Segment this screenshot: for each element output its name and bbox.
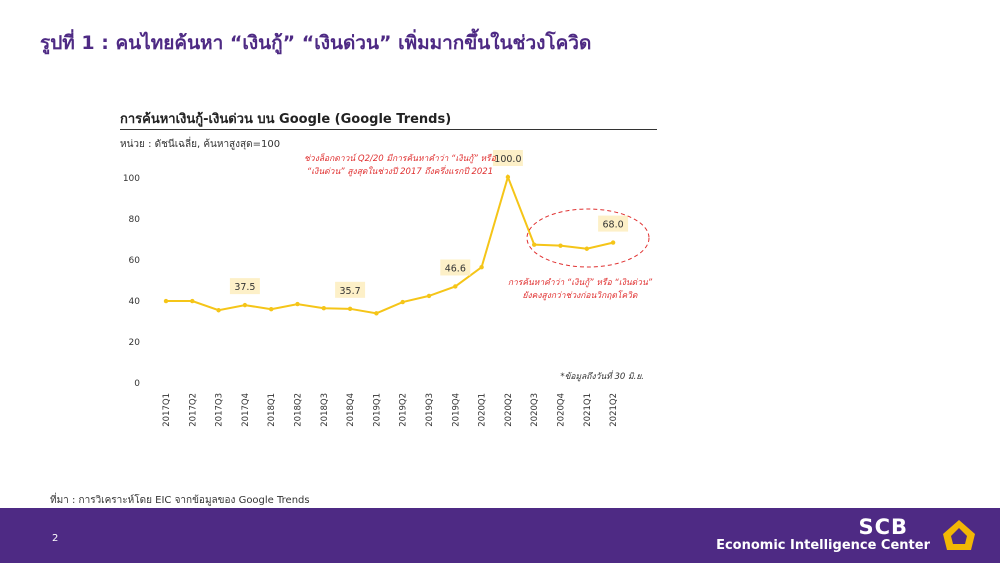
annotation-text: ช่วงล็อกดาวน์ Q2/20 มีการค้นหาคำว่า “เงิ… [304,153,497,164]
y-tick-label: 20 [129,338,141,348]
y-tick-label: 100 [123,174,140,184]
page-number: 2 [52,533,59,544]
data-point [610,240,616,245]
annotation-text: *ข้อมูลถึงวันที่ 30 มิ.ย. [560,370,644,382]
data-point [163,298,169,304]
data-point [374,311,379,316]
data-label-bg [598,215,629,232]
x-tick-label: 2019Q1 [372,393,382,427]
x-tick-label: 2021Q1 [583,393,593,427]
x-tick-label: 2017Q4 [241,393,251,427]
x-tick-label: 2018Q2 [294,393,304,427]
x-tick-label: 2021Q2 [609,393,619,427]
source-note: ที่มา : การวิเคราะห์โดย EIC จากข้อมูลของ… [50,495,310,506]
series-line [166,173,614,315]
annotation-text: “เงินด่วน” สูงสุดในช่วงปี 2017 ถึงครึ่งแ… [307,165,493,177]
data-label-bg [335,281,366,298]
data-point [216,308,221,313]
data-label-bg [229,278,260,295]
data-label: 68.0 [603,220,624,231]
x-tick-label: 2020Q3 [530,393,540,427]
x-tick-label: 2018Q4 [346,393,356,427]
chart-title: การค้นหาเงินกู้-เงินด่วน บน Google (Goog… [120,112,452,127]
x-tick-label: 2018Q3 [320,393,330,427]
scb-logo-icon [943,520,975,550]
x-tick-label: 2020Q1 [478,393,488,427]
data-point [584,246,589,251]
x-tick-label: 2018Q1 [267,393,277,427]
x-tick-label: 2017Q1 [162,393,172,427]
data-label: 35.7 [340,286,361,297]
data-point [505,174,511,180]
data-point [479,265,484,270]
data-point [295,301,300,307]
unit-label: หน่วย : ดัชนีเฉลี่ย, ค้นหาสูงสุด=100 [120,139,281,150]
data-label-bg [492,150,523,166]
data-label: 46.6 [445,263,466,274]
brand-name: SCB [858,515,908,539]
chart-title-rule [120,129,657,130]
y-tick-label: 80 [129,215,141,225]
data-point [558,243,563,248]
annotation-text: การค้นหาคำว่า “เงินกู้” หรือ “เงินด่วน” [508,277,653,288]
x-tick-label: 2019Q2 [399,393,409,427]
y-tick-label: 60 [129,256,141,266]
data-label: 100.0 [494,154,521,165]
y-tick-label: 0 [134,379,140,389]
data-point [321,306,326,311]
highlight-ellipse [526,208,650,268]
slide-title: รูปที่ 1 : คนไทยค้นหา “เงินกู้” “เงินด่ว… [40,32,592,54]
data-label: 37.5 [234,282,255,293]
x-tick-label: 2017Q3 [215,393,225,427]
data-point [426,293,432,299]
data-point [453,284,458,289]
data-point [400,299,405,305]
data-point [347,306,353,312]
y-tick-label: 40 [129,297,141,307]
data-point [242,302,248,308]
x-tick-label: 2020Q2 [504,393,514,427]
data-label-bg [440,259,471,276]
annotation-text: ยังคงสูงกว่าช่วงก่อนวิกฤตโควิด [523,290,638,301]
x-tick-label: 2019Q3 [425,393,435,427]
brand-subtitle: Economic Intelligence Center [716,538,930,553]
data-point [532,242,537,247]
data-point [269,307,274,312]
x-tick-label: 2019Q4 [451,393,461,427]
footer-bar [0,508,1000,563]
x-tick-label: 2020Q4 [557,393,567,427]
data-point [190,298,195,304]
x-tick-label: 2017Q2 [188,393,198,427]
